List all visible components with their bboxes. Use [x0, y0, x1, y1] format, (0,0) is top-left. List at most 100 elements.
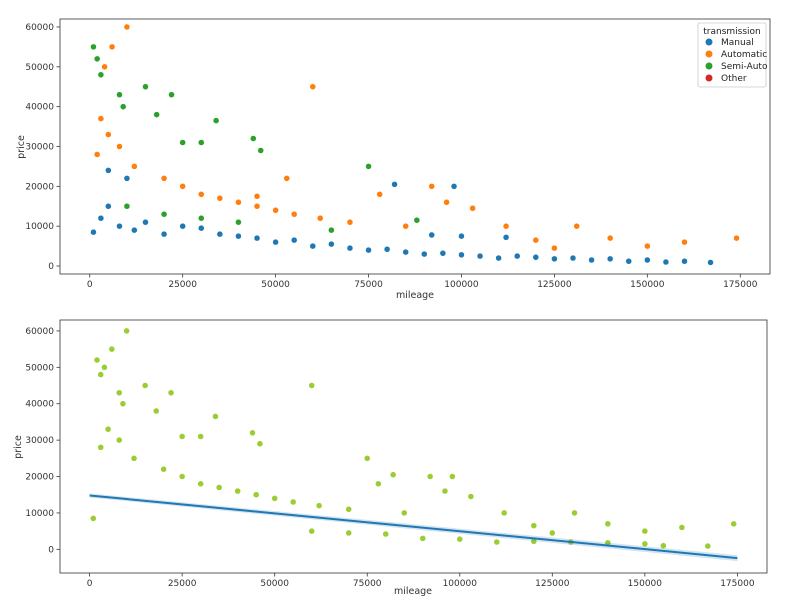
point-automatic — [235, 199, 242, 206]
point-automatic — [105, 131, 112, 138]
point-semi-auto — [413, 216, 421, 224]
point-manual — [90, 228, 97, 236]
x-tick-label: 150000 — [630, 280, 665, 290]
point-manual — [588, 256, 595, 264]
point-automatic — [290, 210, 298, 218]
point — [101, 364, 108, 371]
point-manual — [551, 255, 558, 263]
point-automatic — [443, 199, 450, 206]
x-tick-label: 50000 — [260, 579, 289, 589]
x-tick-label: 75000 — [354, 280, 383, 290]
point — [215, 484, 223, 491]
chart1-points — [90, 23, 740, 266]
point — [419, 535, 427, 542]
x-tick-label: 0 — [87, 579, 93, 589]
point-manual — [402, 248, 409, 256]
point-semi-auto — [168, 91, 175, 98]
point — [123, 327, 130, 335]
point — [456, 535, 464, 543]
y-tick-label: 50000 — [25, 363, 54, 373]
point — [660, 542, 667, 549]
point-manual — [105, 203, 112, 210]
point-manual — [290, 236, 298, 244]
point — [400, 509, 408, 517]
point-semi-auto — [90, 43, 97, 51]
x-tick-label: 150000 — [628, 579, 663, 589]
point — [108, 345, 116, 353]
point — [704, 542, 712, 550]
point-automatic — [253, 193, 261, 200]
point-automatic — [681, 238, 688, 246]
legend-box — [697, 22, 767, 88]
point-automatic — [346, 218, 354, 226]
point — [641, 527, 649, 535]
chart2-ticks: 0 25000 50000 75000 100000 125000 150000 175000… — [25, 327, 754, 589]
point-manual — [391, 181, 398, 188]
point — [256, 440, 264, 448]
point-semi-auto — [212, 117, 220, 124]
point-semi-auto — [250, 135, 257, 142]
point-automatic — [198, 191, 205, 198]
x-tick-label: 125000 — [537, 280, 572, 290]
point — [500, 509, 508, 517]
point-automatic — [97, 115, 105, 122]
point-manual — [123, 175, 131, 182]
point-manual — [428, 231, 435, 239]
point — [571, 509, 578, 517]
legend-marker — [705, 50, 713, 58]
y-tick-label: 0 — [48, 545, 54, 555]
point-automatic — [131, 163, 138, 170]
point — [449, 473, 456, 480]
legend-entry-label: Manual — [721, 38, 754, 48]
point-manual — [502, 234, 510, 241]
point-automatic — [469, 205, 476, 212]
y-tick-label: 10000 — [25, 222, 54, 232]
y-tick-label: 60000 — [25, 327, 54, 337]
point-manual — [476, 252, 484, 260]
legend-entry-label: Other — [721, 74, 747, 84]
point-manual — [421, 250, 428, 258]
point-automatic — [283, 175, 291, 182]
point — [97, 444, 104, 451]
y-tick-label: 40000 — [25, 400, 54, 410]
y-tick-label: 60000 — [25, 23, 54, 33]
point-manual — [253, 234, 261, 242]
legend-entry-label: Automatic — [721, 50, 767, 60]
point-manual — [383, 246, 391, 253]
point-automatic — [316, 214, 324, 222]
point — [604, 520, 612, 528]
point-manual — [681, 258, 688, 265]
point-manual — [365, 246, 372, 254]
point — [493, 538, 501, 546]
x-tick-label: 50000 — [261, 280, 290, 290]
chart2-x-axis-label: mileage — [394, 586, 432, 597]
point — [426, 473, 434, 480]
x-tick-label: 125000 — [535, 579, 570, 589]
point — [345, 506, 352, 513]
point-semi-auto — [97, 71, 105, 79]
point — [178, 473, 186, 480]
point-automatic — [179, 183, 186, 190]
point — [363, 455, 371, 462]
point — [115, 436, 123, 444]
point-semi-auto — [365, 163, 372, 170]
point — [178, 433, 186, 440]
regression-line — [89, 494, 738, 560]
plot-area-2 — [59, 319, 768, 574]
chart1-y-axis-label: price — [16, 135, 27, 159]
point-semi-auto — [93, 55, 101, 63]
point — [115, 389, 123, 397]
point-manual — [495, 254, 502, 262]
point — [197, 480, 204, 488]
chart-transmission-scatter: 0 25000 50000 75000 100000 125000 150000 175000… — [16, 18, 771, 301]
point — [252, 491, 260, 498]
point-semi-auto — [119, 103, 127, 110]
legend-marker — [705, 74, 713, 82]
point-semi-auto — [153, 111, 160, 118]
y-tick-label: 50000 — [25, 63, 54, 73]
point-manual — [458, 251, 465, 259]
chart2-points — [90, 327, 737, 550]
point-manual — [450, 183, 458, 190]
chart1-x-axis-label: mileage — [396, 290, 434, 301]
